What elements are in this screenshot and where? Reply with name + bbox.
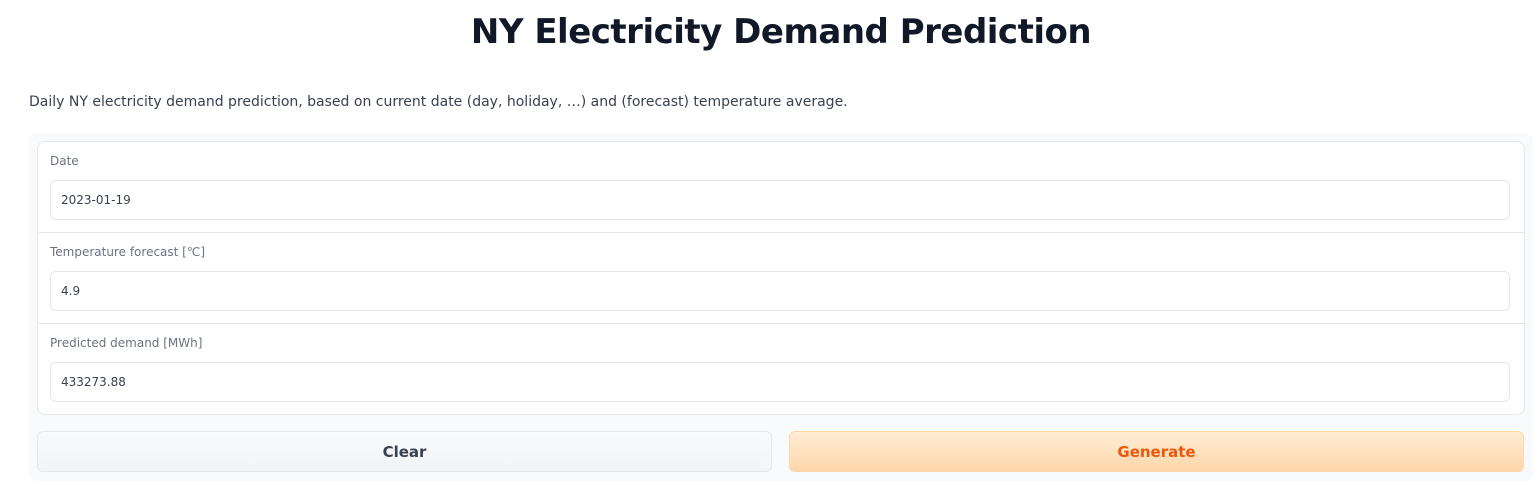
temperature-field-block: Temperature forecast [℃] — [38, 232, 1524, 323]
temperature-input[interactable] — [50, 271, 1510, 311]
page-title: NY Electricity Demand Prediction — [470, 12, 1092, 52]
page-description: Daily NY electricity demand prediction, … — [29, 94, 848, 110]
interface-panel: Date Temperature forecast [℃] Predicted … — [29, 133, 1533, 481]
demand-field-block: Predicted demand [MWh] — [38, 323, 1524, 414]
clear-button[interactable]: Clear — [37, 431, 772, 472]
temperature-label: Temperature forecast [℃] — [50, 245, 206, 259]
date-field-block: Date — [38, 142, 1524, 232]
generate-button[interactable]: Generate — [789, 431, 1524, 472]
demand-label: Predicted demand [MWh] — [50, 336, 203, 350]
date-input[interactable] — [50, 180, 1510, 220]
demand-output[interactable] — [50, 362, 1510, 402]
fields-group: Date Temperature forecast [℃] Predicted … — [37, 141, 1525, 415]
date-label: Date — [50, 154, 79, 168]
